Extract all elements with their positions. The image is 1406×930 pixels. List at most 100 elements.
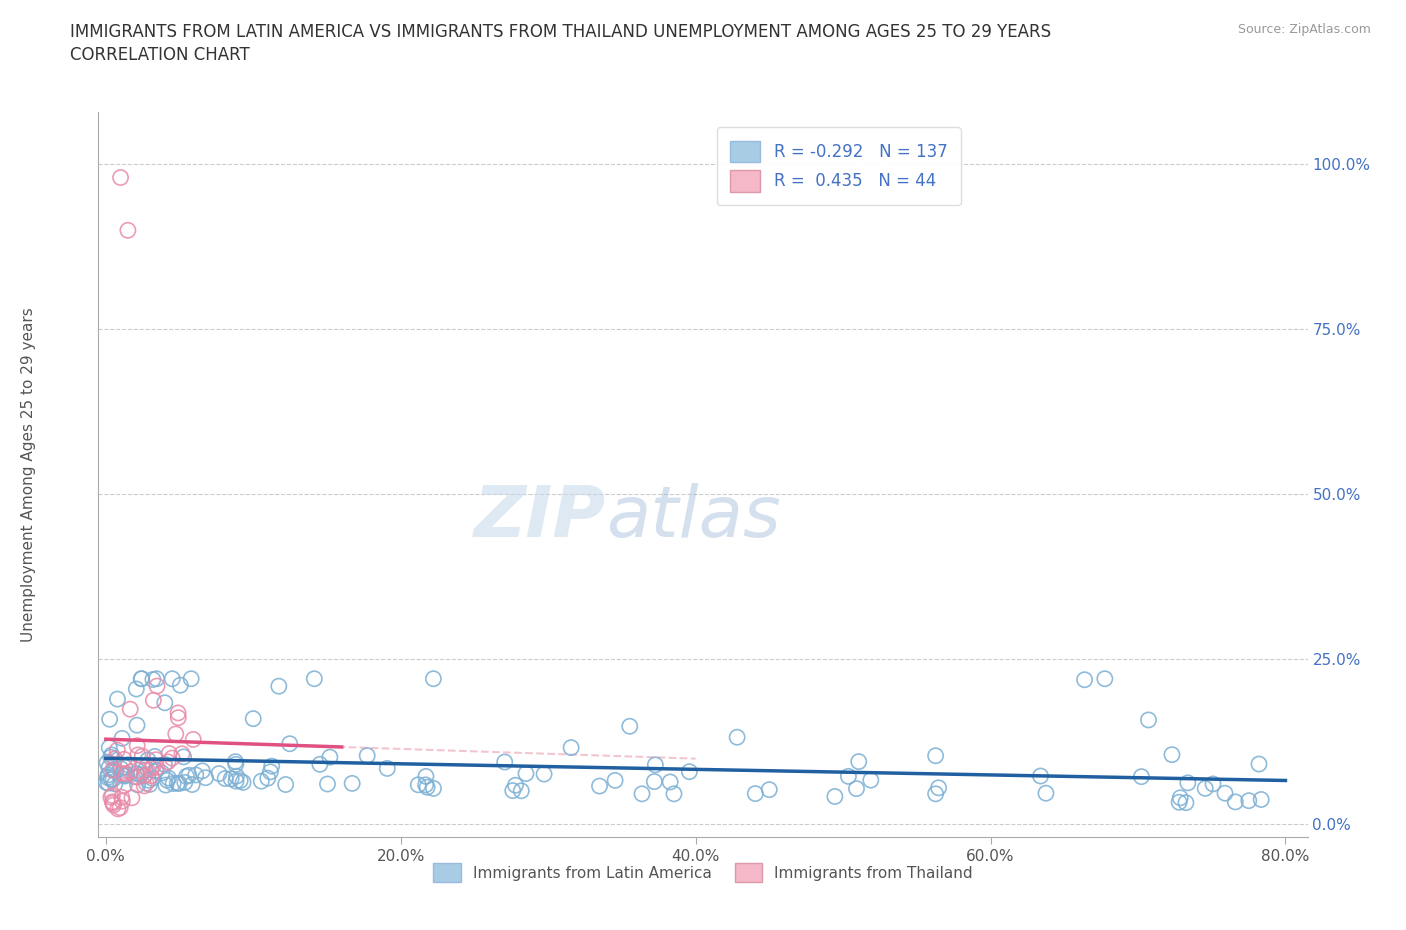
Point <box>744 786 766 801</box>
Point <box>859 773 882 788</box>
Point <box>416 779 439 794</box>
Point <box>145 752 167 767</box>
Point <box>1237 793 1260 808</box>
Point <box>224 754 246 769</box>
Point <box>157 771 180 786</box>
Point <box>837 769 859 784</box>
Point <box>232 775 254 790</box>
Point <box>101 794 124 809</box>
Point <box>662 787 685 802</box>
Point <box>160 751 183 765</box>
Point <box>101 788 124 803</box>
Point <box>112 751 135 766</box>
Point <box>166 776 188 790</box>
Point <box>375 761 398 776</box>
Point <box>150 765 173 780</box>
Point <box>156 754 179 769</box>
Point <box>125 682 148 697</box>
Point <box>98 760 121 775</box>
Point <box>120 702 142 717</box>
Point <box>134 763 156 777</box>
Point <box>139 768 162 783</box>
Point <box>191 764 214 778</box>
Point <box>422 781 444 796</box>
Point <box>560 740 582 755</box>
Point <box>129 767 152 782</box>
Point <box>259 764 281 779</box>
Point <box>141 771 163 786</box>
Point <box>924 749 946 764</box>
Point <box>103 763 125 777</box>
Point <box>100 750 122 764</box>
Point <box>111 731 134 746</box>
Point <box>533 766 555 781</box>
Point <box>494 754 516 769</box>
Point <box>1174 795 1197 810</box>
Point <box>100 790 122 804</box>
Point <box>1094 671 1116 686</box>
Point <box>167 776 190 790</box>
Point <box>153 757 176 772</box>
Point <box>104 751 127 766</box>
Point <box>619 719 641 734</box>
Point <box>97 776 120 790</box>
Point <box>142 672 165 687</box>
Point <box>124 769 146 784</box>
Point <box>142 693 165 708</box>
Point <box>170 746 193 761</box>
Point <box>134 768 156 783</box>
Point <box>125 718 148 733</box>
Point <box>304 671 326 686</box>
Point <box>110 762 132 777</box>
Point <box>250 774 273 789</box>
Point <box>156 773 179 788</box>
Point <box>104 764 127 778</box>
Point <box>117 223 139 238</box>
Point <box>422 671 444 686</box>
Point <box>111 767 134 782</box>
Point <box>194 770 217 785</box>
Point <box>725 730 748 745</box>
Point <box>603 773 626 788</box>
Text: ZIP: ZIP <box>474 484 606 552</box>
Point <box>120 764 142 779</box>
Point <box>1250 792 1272 807</box>
Point <box>242 711 264 726</box>
Point <box>107 692 129 707</box>
Point <box>1168 795 1191 810</box>
Point <box>131 671 153 686</box>
Point <box>167 706 190 721</box>
Point <box>117 757 139 772</box>
Point <box>129 671 152 686</box>
Point <box>1177 776 1199 790</box>
Point <box>643 774 665 789</box>
Point <box>127 738 149 753</box>
Point <box>181 777 204 792</box>
Y-axis label: Unemployment Among Ages 25 to 29 years: Unemployment Among Ages 25 to 29 years <box>21 307 37 642</box>
Point <box>515 766 537 781</box>
Point <box>153 696 176 711</box>
Point <box>219 771 242 786</box>
Point <box>131 749 153 764</box>
Point <box>1035 786 1057 801</box>
Point <box>105 743 128 758</box>
Point <box>138 773 160 788</box>
Point <box>502 783 524 798</box>
Point <box>115 767 138 782</box>
Text: atlas: atlas <box>606 484 780 552</box>
Point <box>184 767 207 782</box>
Point <box>1202 777 1225 791</box>
Point <box>165 726 187 741</box>
Point <box>162 671 184 686</box>
Point <box>110 765 132 780</box>
Point <box>824 789 846 804</box>
Point <box>104 777 127 791</box>
Point <box>1161 747 1184 762</box>
Point <box>848 754 870 769</box>
Point <box>134 778 156 793</box>
Text: IMMIGRANTS FROM LATIN AMERICA VS IMMIGRANTS FROM THAILAND UNEMPLOYMENT AMONG AGE: IMMIGRANTS FROM LATIN AMERICA VS IMMIGRA… <box>70 23 1052 41</box>
Point <box>316 777 339 791</box>
Point <box>127 770 149 785</box>
Point <box>115 766 138 781</box>
Point <box>1029 768 1052 783</box>
